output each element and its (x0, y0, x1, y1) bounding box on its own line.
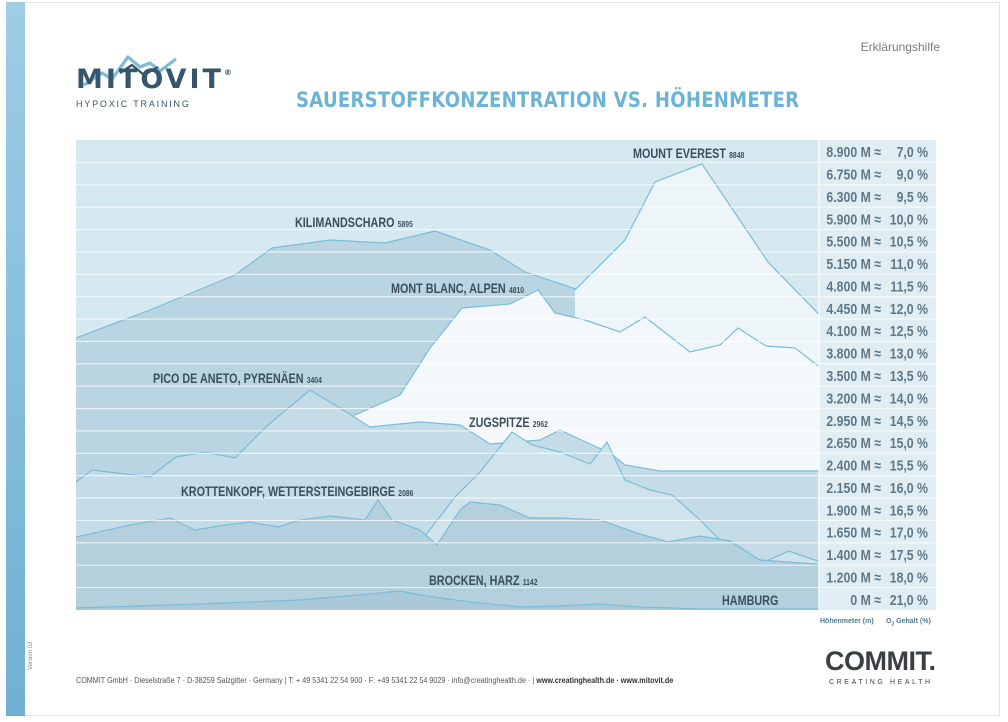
scale-altitude-label: 2.650 M ≈ (826, 435, 881, 451)
mont-blanc-range-ridge (354, 289, 819, 416)
scale-altitude-label: 5.150 M ≈ (826, 256, 881, 272)
scale-altitude-label: 3.200 M ≈ (826, 390, 881, 406)
scale-altitude-label: 1.650 M ≈ (826, 525, 881, 541)
peak-label: ZUGSPITZE 2962 (469, 415, 548, 430)
scale-o2-label: 10,5 % (890, 234, 928, 250)
peak-labels: MOUNT EVEREST 8848 KILIMANDSCHARO 5895 MONT … (153, 146, 778, 608)
footer-websites[interactable]: www.creatinghealth.de · www.mitovit.de (536, 676, 674, 685)
peak-label: KILIMANDSCHARO 5895 (295, 215, 414, 230)
scale-o2-label: 13,0 % (890, 345, 928, 361)
scale-o2-label: 14,5 % (890, 413, 928, 429)
everest-range-ridge (574, 163, 819, 316)
scale-altitude-label: 5.500 M ≈ (826, 234, 881, 250)
altitude-band-lines (76, 140, 936, 610)
krottenkopf-range-ridge (76, 498, 819, 565)
krottenkopf-range (76, 500, 819, 610)
peak-label: HAMBURG (722, 593, 778, 608)
altitude-axis-caption: Höhenmeter (m) (820, 618, 874, 625)
help-label: Erklärungshilfe (860, 40, 940, 54)
commit-logo: COMMIT. (825, 646, 936, 676)
commit-tagline: CREATING HEALTH (829, 679, 933, 686)
scale-altitude-label: 3.500 M ≈ (826, 368, 881, 384)
side-stripe (6, 2, 25, 716)
scale-o2-label: 16,5 % (890, 502, 928, 518)
scale-o2-label: 18,0 % (890, 569, 928, 585)
footer-contact: COMMIT GmbH · Dieselstraße 7 · D-38259 S… (76, 676, 673, 685)
scale-o2-label: 13,5 % (890, 368, 928, 384)
scale-o2-label: 21,0 % (890, 592, 928, 608)
scale-o2-label: 14,0 % (890, 390, 928, 406)
scale-altitude-label: 4.100 M ≈ (826, 323, 881, 339)
peak-label: KROTTENKOPF, WETTERSTEINGEBIRGE 2086 (181, 484, 413, 499)
scale-altitude-label: 1.400 M ≈ (826, 547, 881, 563)
scale-o2-label: 15,0 % (890, 435, 928, 451)
mitovit-mountain-logo-icon (83, 55, 177, 87)
chart-title: SAUERSTOFFKONZENTRATION VS. HÖHENMETER (296, 88, 800, 112)
altitude-o2-scale: 8.900 M ≈ 7,0 % 6.750 M ≈ 9,0 % 6.300 M ≈ 9,5… (826, 144, 928, 608)
brand-logo: MITOVIT® (76, 64, 232, 95)
scale-o2-label: 12,5 % (890, 323, 928, 339)
peak-label: BROCKEN, HARZ 1142 (429, 573, 537, 588)
peak-label: MOUNT EVEREST 8848 (633, 146, 745, 161)
scale-altitude-label: 4.800 M ≈ (826, 278, 881, 294)
scale-altitude-label: 2.150 M ≈ (826, 480, 881, 496)
brocken-range (76, 591, 819, 610)
scale-o2-label: 11,5 % (890, 278, 928, 294)
kilimandscharo-range-ridge (76, 230, 601, 339)
scale-altitude-label: 6.750 M ≈ (826, 166, 881, 182)
scale-o2-label: 15,5 % (890, 457, 928, 473)
scale-o2-label: 17,0 % (890, 525, 928, 541)
scale-o2-label: 16,0 % (890, 480, 928, 496)
scale-altitude-label: 8.900 M ≈ (826, 144, 881, 160)
zugspitze-range-ridge (421, 431, 819, 562)
scale-column-background (819, 140, 936, 610)
scale-altitude-label: 1.200 M ≈ (826, 569, 881, 585)
scale-o2-label: 11,0 % (890, 256, 928, 272)
scale-altitude-label: 3.800 M ≈ (826, 345, 881, 361)
brocken-range-ridge (76, 590, 819, 610)
brand-tagline: HYPOXIC TRAINING (76, 99, 191, 109)
scale-altitude-label: 2.400 M ≈ (826, 457, 881, 473)
scale-altitude-label: 1.900 M ≈ (826, 502, 881, 518)
scale-o2-label: 9,5 % (897, 189, 928, 205)
scale-altitude-label: 5.900 M ≈ (826, 211, 881, 227)
scale-o2-label: 17,5 % (890, 547, 928, 563)
footer-address: COMMIT GmbH · Dieselstraße 7 · D-38259 S… (76, 676, 537, 685)
scale-altitude-label: 0 M ≈ (850, 592, 881, 608)
scale-o2-label: 10,0 % (890, 211, 928, 227)
scale-o2-label: 7,0 % (897, 144, 928, 160)
scale-o2-label: 12,0 % (890, 301, 928, 317)
peak-label: PICO DE ANETO, PYRENÄEN 3404 (153, 370, 323, 387)
scale-altitude-label: 4.450 M ≈ (826, 301, 881, 317)
scale-altitude-label: 2.950 M ≈ (826, 413, 881, 429)
scale-altitude-label: 6.300 M ≈ (826, 189, 881, 205)
peak-label: MONT BLANC, ALPEN 4810 (391, 281, 524, 296)
scale-o2-label: 9,0 % (897, 166, 928, 182)
o2-axis-caption: O2 Gehalt (%) (886, 618, 931, 628)
